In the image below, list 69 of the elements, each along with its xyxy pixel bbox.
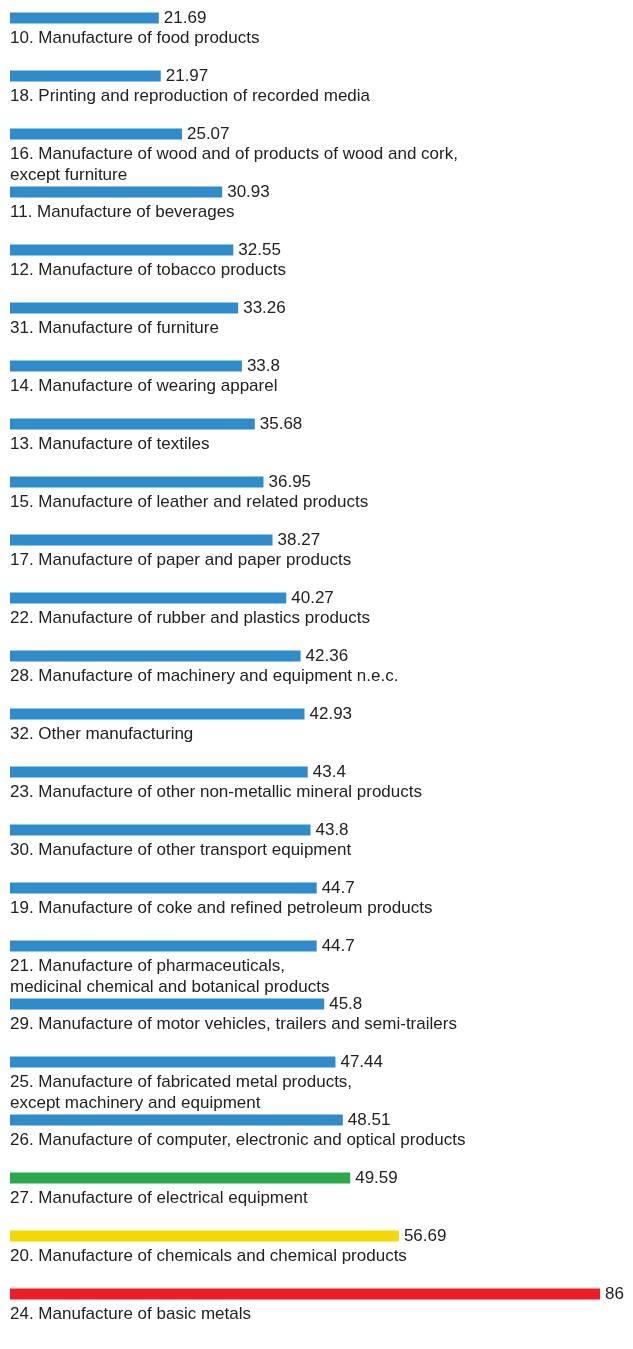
y-tick-label: 10. Manufacture of food products [10,28,260,47]
data-label: 36.95 [268,472,312,491]
bar [10,708,305,720]
data-label: 44.7 [321,936,355,955]
data-label: 33.8 [246,356,280,375]
bar [10,1114,343,1126]
y-tick-label: 15. Manufacture of leather and related products [10,492,369,511]
data-label: 44.7 [321,878,355,897]
data-label: 32.55 [238,240,281,259]
y-tick-label: 17. Manufacture of paper and paper products [10,550,352,569]
data-label: 45.8 [329,994,363,1013]
y-tick-label: 14. Manufacture of wearing apparel [10,376,278,395]
y-tick-label: 16. Manufacture of wood and of products of wood and cork, except furniture [10,144,458,184]
y-tick-label: 29. Manufacture of motor vehicles, trailers and semi-trailers [10,1014,457,1033]
y-tick-label: 21. Manufacture of pharmaceuticals, medicinal chemical and botanical products [10,956,330,996]
bar [10,360,242,372]
data-label: 43.8 [315,820,349,839]
bar [10,12,159,24]
bar [10,186,223,198]
data-label: 43.4 [312,762,346,781]
data-label: 42.93 [309,704,353,723]
y-tick-label: 28. Manufacture of machinery and equipment n.e.c. [10,666,399,685]
data-label: 21.69 [163,8,207,27]
data-label: 35.68 [259,414,303,433]
bar [10,128,182,140]
bar [10,1288,600,1300]
y-tick-label: 11. Manufacture of beverages [10,202,235,221]
bar [10,70,161,82]
data-label: 40.27 [291,588,334,607]
data-label: 49.59 [355,1168,398,1187]
bar [10,1172,351,1184]
y-tick-label: 18. Printing and reproduction of recorded media [10,86,371,105]
y-tick-label: 27. Manufacture of electrical equipment [10,1188,308,1207]
data-label: 33.26 [243,298,286,317]
data-label: 25.07 [186,124,230,143]
y-tick-label: 12. Manufacture of tobacco products [10,260,286,279]
y-tick-label: 26. Manufacture of computer, electronic and optical products [10,1130,466,1149]
y-tick-label: 13. Manufacture of textiles [10,434,210,453]
bar [10,1056,336,1068]
bar [10,534,273,546]
bar [10,476,264,488]
bar [10,1230,399,1242]
bar [10,302,239,314]
data-label: 21.97 [165,66,209,85]
bar [10,766,308,778]
bar [10,650,301,662]
bar [10,592,287,604]
bar [10,244,234,256]
data-label: 47.44 [340,1052,384,1071]
bar [10,998,325,1010]
data-label: 56.69 [403,1226,447,1245]
y-tick-label: 25. Manufacture of fabricated metal products, except machinery and equipment [10,1072,353,1112]
data-label: 30.93 [227,182,270,201]
y-tick-label: 32. Other manufacturing [10,724,194,743]
y-tick-label: 19. Manufacture of coke and refined petroleum products [10,898,433,917]
data-label: 38.27 [277,530,321,549]
bar [10,418,255,430]
y-tick-label: 24. Manufacture of basic metals [10,1304,251,1323]
y-tick-label: 30. Manufacture of other transport equipment [10,840,352,859]
y-tick-label: 22. Manufacture of rubber and plastics products [10,608,371,627]
data-label: 86 [605,1284,624,1303]
data-label: 42.36 [305,646,349,665]
y-tick-label: 20. Manufacture of chemicals and chemical products [10,1246,407,1265]
y-tick-label: 31. Manufacture of furniture [10,318,219,337]
bar [10,940,317,952]
bar [10,882,317,894]
data-label: 48.51 [347,1110,391,1129]
y-tick-label: 23. Manufacture of other non-metallic mineral products [10,782,422,801]
bar [10,824,311,836]
